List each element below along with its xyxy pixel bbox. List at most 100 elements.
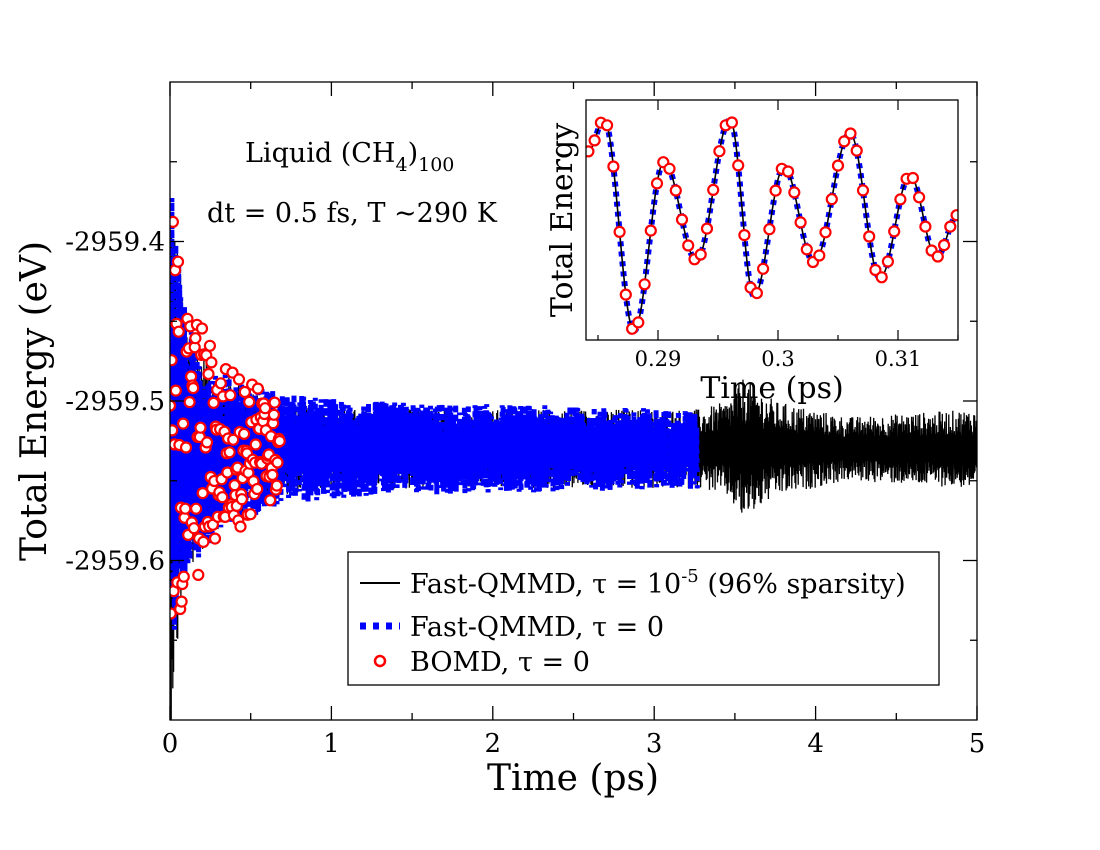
series-point-bomd	[170, 424, 179, 437]
series-point-bomd	[259, 402, 272, 415]
series-point-bomd	[179, 502, 192, 515]
series-point-bomd	[238, 385, 251, 399]
series-point-bomd	[179, 441, 193, 454]
series-point-bomd	[205, 356, 218, 369]
series-point-bomd	[196, 487, 209, 500]
series-point-bomd	[207, 396, 220, 409]
inset-series-point-bomd	[586, 145, 595, 158]
inset-series-point-bomd	[931, 250, 944, 263]
x-tick-label: 0	[162, 729, 179, 759]
inset-series-point-bomd	[588, 134, 601, 147]
inset-series-point-bomd	[756, 262, 770, 275]
inset-series-point-bomd	[888, 225, 901, 238]
series-point-bomd	[232, 373, 246, 386]
series-point-bomd	[268, 396, 281, 409]
x-tick-label: 4	[807, 729, 824, 759]
system-annotation: Liquid (CH4)100	[245, 138, 454, 176]
series-point-bomd	[271, 456, 284, 469]
inset-series-point-bomd	[650, 177, 664, 190]
inset-series-point-bomd	[794, 216, 807, 229]
legend-entry-fast-qmmd-sparse: Fast-QMMD, τ = 10-5 (96% sparsity)	[410, 566, 906, 600]
inset-frame	[585, 99, 959, 341]
series-point-bomd	[175, 595, 188, 608]
inset-x-tick-label: 0.29	[635, 347, 682, 371]
inset-series-point-bomd	[844, 127, 857, 140]
inset-series-point-bomd	[831, 159, 845, 172]
inset-series-point-bomd	[781, 165, 795, 178]
series-point-bomd	[273, 435, 286, 448]
series-point-bomd	[170, 384, 182, 397]
inset-series-point-bomd	[613, 225, 626, 238]
inset-series-point-bomd	[732, 159, 745, 172]
series-point-bomd	[251, 382, 264, 395]
series-point-bomd	[223, 446, 236, 459]
y-axis-title: Total Energy (eV)	[14, 241, 55, 561]
series-point-bomd	[202, 367, 215, 381]
y-tick-label: -2959.4	[65, 228, 165, 258]
series-point-bomd	[216, 491, 229, 504]
inset-series-point-bomd	[763, 223, 776, 236]
inset-series-point-bomd	[838, 135, 851, 148]
inset-x-tick-label: 0.31	[875, 347, 922, 371]
legend-box	[347, 551, 940, 686]
inset-series-point-bomd	[825, 193, 838, 206]
inset-series-point-bomd	[600, 119, 614, 132]
conditions-annotation: dt = 0.5 fs, T ~290 K	[207, 198, 498, 229]
inset-series-point-bomd	[619, 288, 632, 301]
series-point-bomd	[227, 433, 240, 446]
inset-series-point-bomd	[700, 222, 714, 235]
series-point-bomd	[197, 535, 210, 549]
inset-series-point-bomd	[663, 162, 676, 175]
series-point-bomd	[270, 479, 283, 492]
legend-swatch-circle	[373, 654, 387, 668]
main-plot: 0 1 2 3 4 5 -2959.4 -2959.5 -2959.6	[65, 81, 985, 759]
legend: Fast-QMMD, τ = 10-5 (96% sparsity) Fast-…	[347, 551, 940, 686]
inset-series-point-bomd	[713, 145, 726, 158]
series-point-bomd	[243, 395, 256, 408]
inset-x-tick-label: 0.3	[761, 347, 794, 371]
series-point-bomd	[172, 325, 185, 338]
inset-series-point-bomd	[638, 278, 651, 291]
inset-series-point-bomd	[750, 287, 764, 300]
inset-series-point-bomd	[881, 255, 895, 268]
inset-series-point-bomd	[738, 229, 751, 242]
series-point-bomd	[194, 421, 207, 434]
inset-series-point-bomd	[707, 183, 720, 196]
series-point-bomd	[177, 417, 190, 430]
inset-series-point-bomd	[819, 226, 832, 239]
inset-plot: 0.29 0.3 0.31 Time (ps) Total Energy	[545, 99, 959, 406]
series-point-bomd	[187, 522, 201, 535]
x-axis-title: Time (ps)	[487, 758, 659, 799]
inset-series-point-bomd	[906, 171, 920, 185]
inset-series-point-bomd	[769, 184, 782, 197]
series-point-bomd	[214, 377, 227, 390]
inset-series-point-bomd	[725, 116, 739, 129]
series-point-bomd	[171, 255, 185, 268]
x-tick-label: 1	[323, 729, 340, 759]
inset-series-point-bomd	[937, 239, 951, 252]
x-tick-label: 2	[485, 729, 502, 759]
series-point-bomd	[264, 494, 277, 507]
series-point-bomd	[170, 607, 177, 620]
inset-series-point-bomd	[950, 209, 958, 222]
inset-series-point-bomd	[869, 263, 882, 277]
series-point-bomd	[177, 570, 190, 583]
inset-series-point-bomd	[694, 248, 707, 261]
series-point-bomd	[267, 408, 280, 421]
legend-entry-fast-qmmd: Fast-QMMD, τ = 0	[410, 612, 664, 643]
series-point-bomd	[183, 396, 196, 409]
inset-series-point-bomd	[682, 239, 695, 252]
series-point-bomd	[249, 438, 262, 451]
inset-series-point-bomd	[607, 160, 620, 173]
inset-x-axis-title: Time (ps)	[700, 371, 843, 406]
inset-series-point-bomd	[856, 184, 870, 197]
series-point-bomd	[224, 389, 237, 402]
inset-series-point-bomd	[675, 213, 689, 226]
series-point-bomd	[203, 339, 216, 352]
inset-series-point-bomd	[944, 220, 957, 233]
series-point-bomd	[189, 332, 202, 345]
series-point-bomd	[170, 354, 178, 367]
series-point-bomd	[170, 399, 177, 412]
inset-series-point-bomd	[919, 220, 932, 233]
